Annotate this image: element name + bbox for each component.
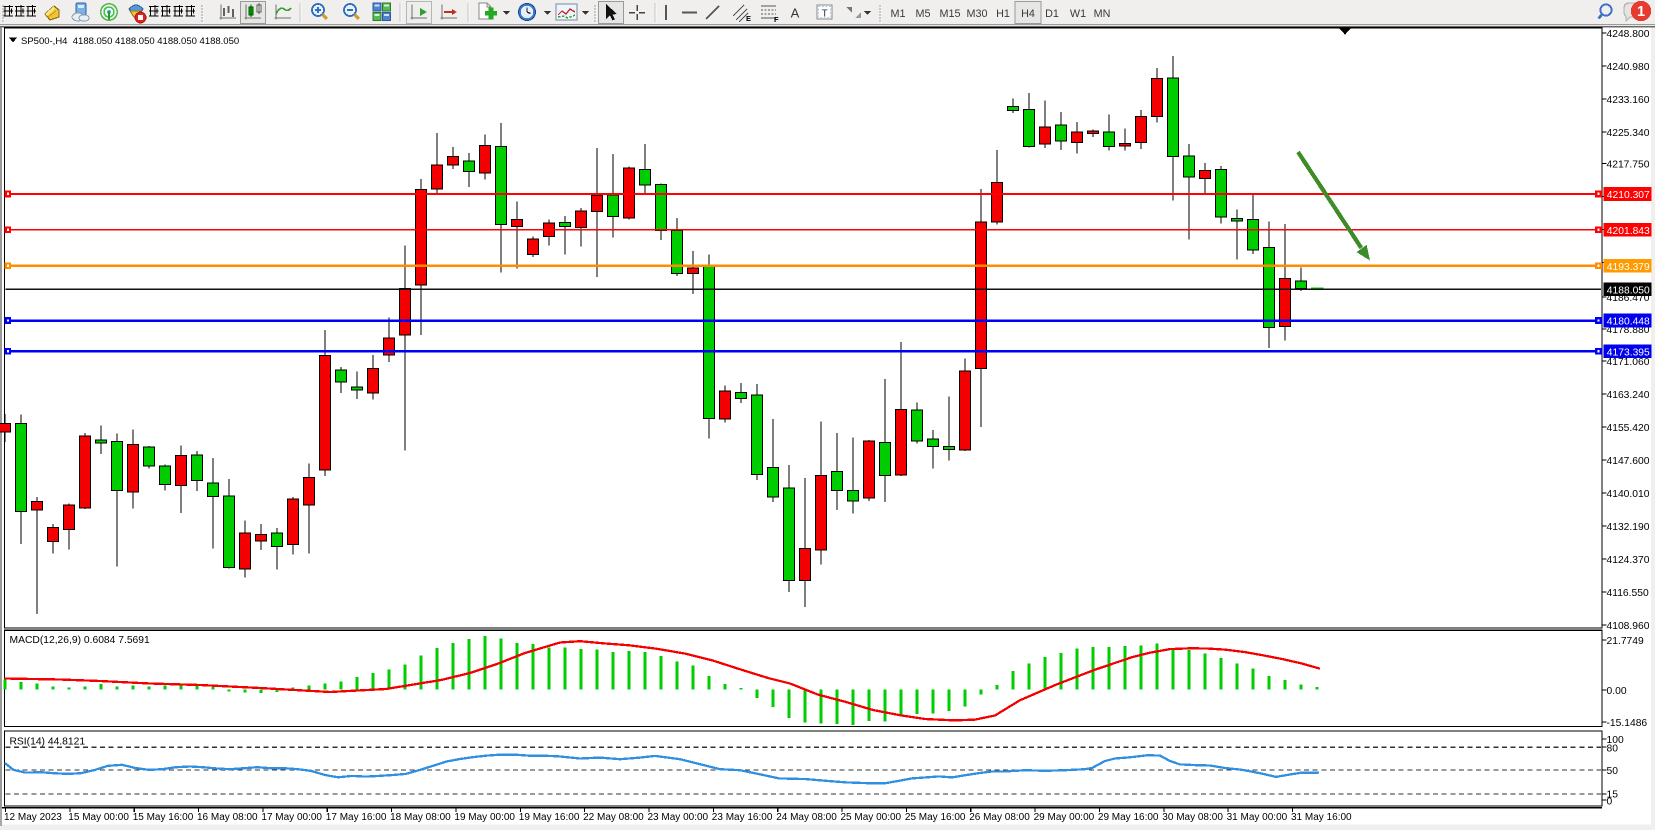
svg-text:4225.340: 4225.340 (1607, 128, 1650, 139)
svg-text:4210.307: 4210.307 (1607, 190, 1650, 201)
svg-text:4178.880: 4178.880 (1607, 325, 1650, 336)
svg-text:4180.448: 4180.448 (1607, 317, 1650, 328)
svg-text:30 May 08:00: 30 May 08:00 (1162, 812, 1223, 823)
svg-text:31 May 00:00: 31 May 00:00 (1227, 812, 1288, 823)
svg-text:25 May 00:00: 25 May 00:00 (841, 812, 902, 823)
svg-text:W1: W1 (1070, 8, 1086, 20)
svg-text:29 May 00:00: 29 May 00:00 (1034, 812, 1095, 823)
svg-text:100: 100 (1607, 735, 1624, 746)
svg-text:80: 80 (1607, 743, 1619, 754)
svg-text:4248.800: 4248.800 (1607, 29, 1650, 40)
svg-text:23 May 16:00: 23 May 16:00 (712, 812, 773, 823)
svg-text:4240.980: 4240.980 (1607, 62, 1650, 73)
svg-text:22 May 08:00: 22 May 08:00 (583, 812, 644, 823)
svg-text:M1: M1 (891, 8, 906, 20)
svg-text:12 May 2023: 12 May 2023 (4, 812, 62, 823)
svg-text:MN: MN (1094, 8, 1111, 20)
svg-text:4233.160: 4233.160 (1607, 95, 1650, 106)
svg-text:4116.550: 4116.550 (1607, 588, 1649, 599)
svg-text:H1: H1 (996, 8, 1010, 20)
svg-text:4108.960: 4108.960 (1607, 621, 1650, 632)
svg-text:31 May 16:00: 31 May 16:00 (1291, 812, 1352, 823)
svg-text:4132.190: 4132.190 (1607, 522, 1650, 533)
svg-text:A: A (791, 6, 800, 21)
svg-text:21.7749: 21.7749 (1607, 636, 1644, 647)
svg-text:M30: M30 (966, 8, 987, 20)
svg-text:4217.750: 4217.750 (1607, 160, 1650, 171)
svg-text:19 May 16:00: 19 May 16:00 (519, 812, 580, 823)
svg-text:26 May 08:00: 26 May 08:00 (969, 812, 1030, 823)
svg-text:4124.370: 4124.370 (1607, 555, 1650, 566)
svg-text:4201.843: 4201.843 (1607, 226, 1650, 237)
svg-text:15 May 00:00: 15 May 00:00 (68, 812, 129, 823)
svg-text:17 May 00:00: 17 May 00:00 (261, 812, 322, 823)
svg-text:M5: M5 (916, 8, 931, 20)
svg-text:50: 50 (1607, 766, 1619, 777)
svg-text:25 May 16:00: 25 May 16:00 (905, 812, 966, 823)
svg-text:15 May 16:00: 15 May 16:00 (133, 812, 194, 823)
svg-text:0: 0 (1607, 797, 1613, 808)
svg-text:4155.420: 4155.420 (1607, 423, 1650, 434)
svg-text:4147.600: 4147.600 (1607, 456, 1650, 467)
svg-text:1: 1 (1637, 4, 1645, 20)
svg-text:24 May 08:00: 24 May 08:00 (776, 812, 837, 823)
svg-text:T: T (822, 9, 828, 20)
svg-text:4173.395: 4173.395 (1607, 347, 1650, 358)
svg-text:-15.1486: -15.1486 (1607, 718, 1648, 729)
svg-text:15: 15 (1607, 789, 1619, 800)
svg-text:RSI(14) 44.8121: RSI(14) 44.8121 (10, 737, 86, 748)
svg-text:29 May 16:00: 29 May 16:00 (1098, 812, 1159, 823)
svg-text:18 May 08:00: 18 May 08:00 (390, 812, 451, 823)
svg-text:4188.050: 4188.050 (1607, 285, 1650, 296)
svg-text:M15: M15 (939, 8, 960, 20)
svg-text:0.00: 0.00 (1607, 686, 1627, 697)
svg-text:SP500-,H4 4188.050 4188.050 4: SP500-,H4 4188.050 4188.050 4188.050 418… (21, 36, 239, 47)
svg-text:23 May 00:00: 23 May 00:00 (648, 812, 709, 823)
svg-text:E: E (746, 14, 751, 23)
svg-text:4171.060: 4171.060 (1607, 357, 1650, 368)
svg-text:4186.470: 4186.470 (1607, 293, 1650, 304)
svg-text:D1: D1 (1045, 8, 1059, 20)
svg-text:19 May 00:00: 19 May 00:00 (454, 812, 515, 823)
svg-text:H4: H4 (1021, 8, 1035, 20)
svg-text:MACD(12,26,9) 0.6084 7.5691: MACD(12,26,9) 0.6084 7.5691 (10, 635, 151, 646)
svg-text:17 May 16:00: 17 May 16:00 (326, 812, 387, 823)
svg-text:4193.379: 4193.379 (1607, 262, 1650, 273)
svg-text:16 May 08:00: 16 May 08:00 (197, 812, 258, 823)
svg-text:4163.240: 4163.240 (1607, 390, 1650, 401)
svg-text:4140.010: 4140.010 (1607, 489, 1650, 500)
svg-text:F: F (774, 15, 779, 24)
